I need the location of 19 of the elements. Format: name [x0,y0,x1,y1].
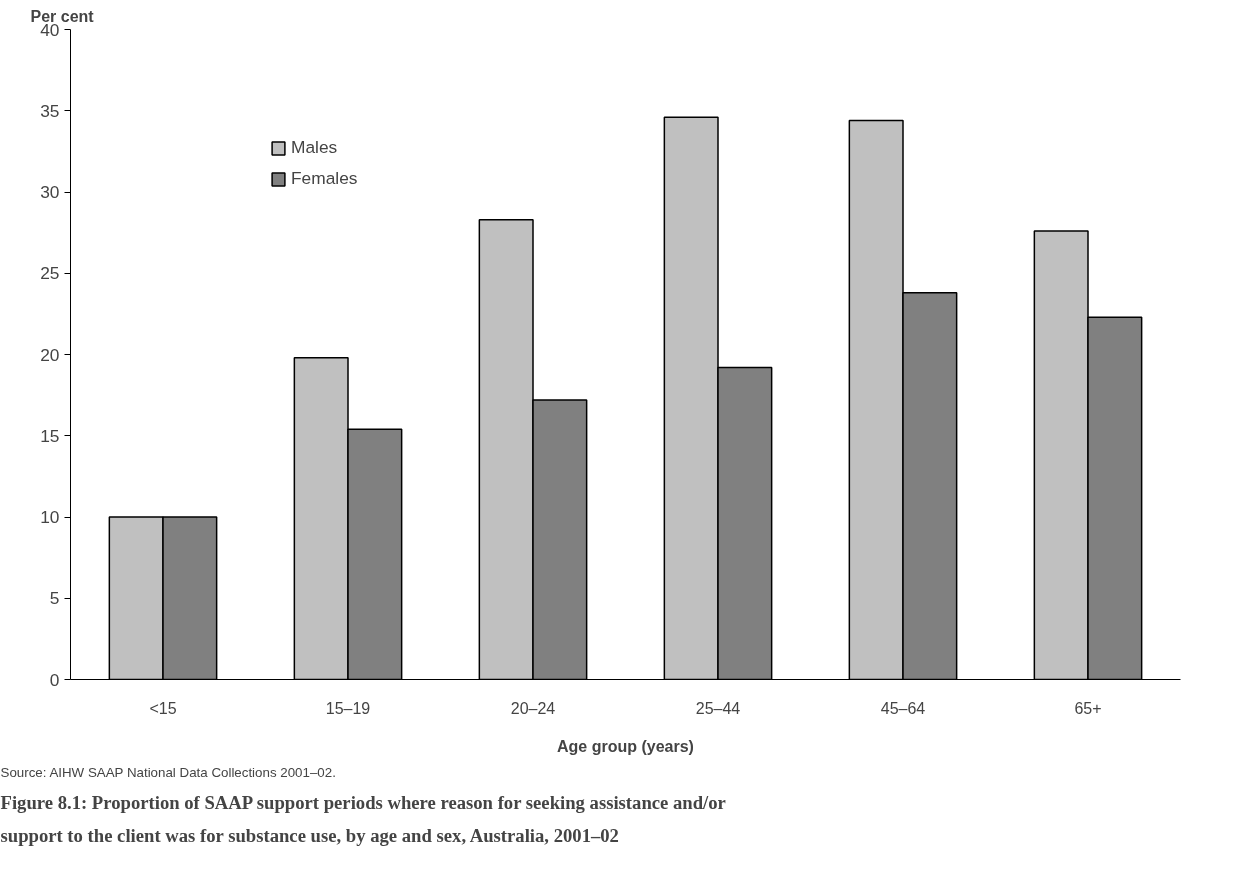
y-tick-label: 30 [40,182,60,202]
x-tick-label: 15–19 [325,699,371,717]
y-tick-label: 35 [40,100,60,121]
x-axis-title: Age group (years) [557,737,694,755]
y-tick-label: 0 [49,669,60,690]
x-tick-label: 65+ [1074,699,1102,717]
y-tick-label: 20 [40,344,60,365]
source-note: Source: AIHW SAAP National Data Collections 2001–02. [0,764,336,780]
y-tick-label: 15 [40,425,60,446]
legend-label: Males [291,137,338,158]
x-tick-label: 45–64 [880,699,926,717]
text: Figure 8.1: Proportion of SAAP support periods where reason for seeking assistance and/or support to the client was for substance use, by age and sex, Australia, 2001–02 [0,791,726,846]
y-tick-label: 10 [40,507,60,527]
x-tick-label: 20–24 [510,699,556,717]
legend-label: Females [291,168,358,189]
x-tick-label: <15 [149,699,177,717]
y-tick-label: 25 [40,263,60,284]
y-tick-label: 5 [49,588,60,609]
x-tick-label: 25–44 [695,699,741,717]
